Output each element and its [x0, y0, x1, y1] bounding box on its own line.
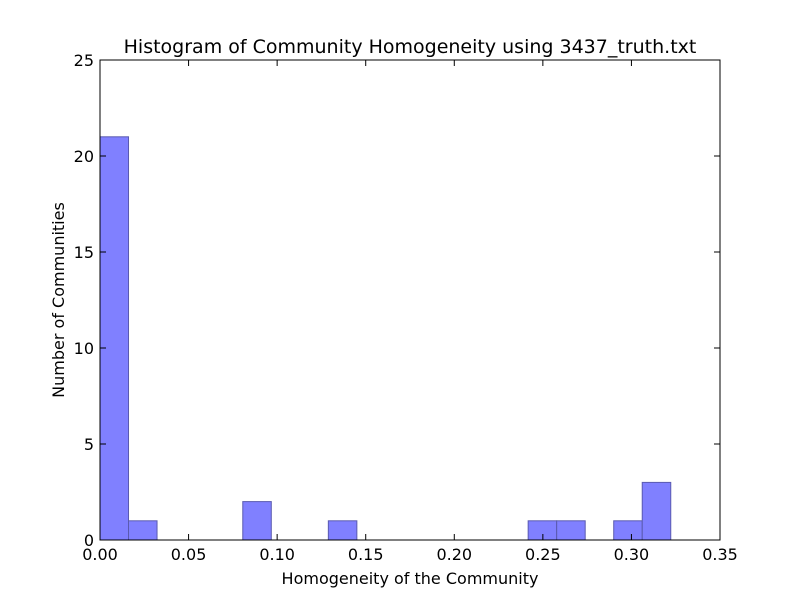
histogram-bar-0: [99, 136, 130, 541]
chart-title: Histogram of Community Homogeneity using…: [124, 36, 697, 58]
histogram-bar-6: [613, 520, 643, 541]
ticks-group: 0.00 0.05 0.10 0.15 0.20 0.25 0.30 0.35 0 5 10 15 20…: [74, 51, 738, 564]
x-axis-label: Homogeneity of the Community: [282, 569, 539, 588]
y-tick-label-2: 10: [74, 339, 94, 358]
bars-group: [99, 136, 672, 541]
x-tick-label-6: 0.30: [614, 545, 650, 564]
y-tick-label-5: 25: [74, 51, 94, 70]
x-tick-label-1: 0.05: [171, 545, 207, 564]
y-tick-label-0: 0: [84, 531, 94, 550]
x-tick-label-7: 0.35: [702, 545, 738, 564]
x-tick-label-2: 0.10: [259, 545, 295, 564]
histogram-bar-2: [242, 501, 272, 541]
plot-frame: [99, 59, 721, 541]
x-tick-label-0: 0.00: [82, 545, 118, 564]
y-tick-label-4: 20: [74, 147, 94, 166]
y-tick-label-1: 5: [84, 435, 94, 454]
histogram-bar-7: [641, 481, 672, 541]
histogram-bar-1: [128, 520, 158, 541]
x-tick-label-3: 0.15: [348, 545, 384, 564]
y-axis-label: Number of Communities: [49, 202, 68, 398]
x-tick-label-4: 0.20: [436, 545, 472, 564]
histogram-bar-3: [327, 520, 358, 541]
histogram-bar-5: [556, 520, 586, 541]
y-tick-label-3: 15: [74, 243, 94, 262]
x-tick-label-5: 0.25: [525, 545, 561, 564]
